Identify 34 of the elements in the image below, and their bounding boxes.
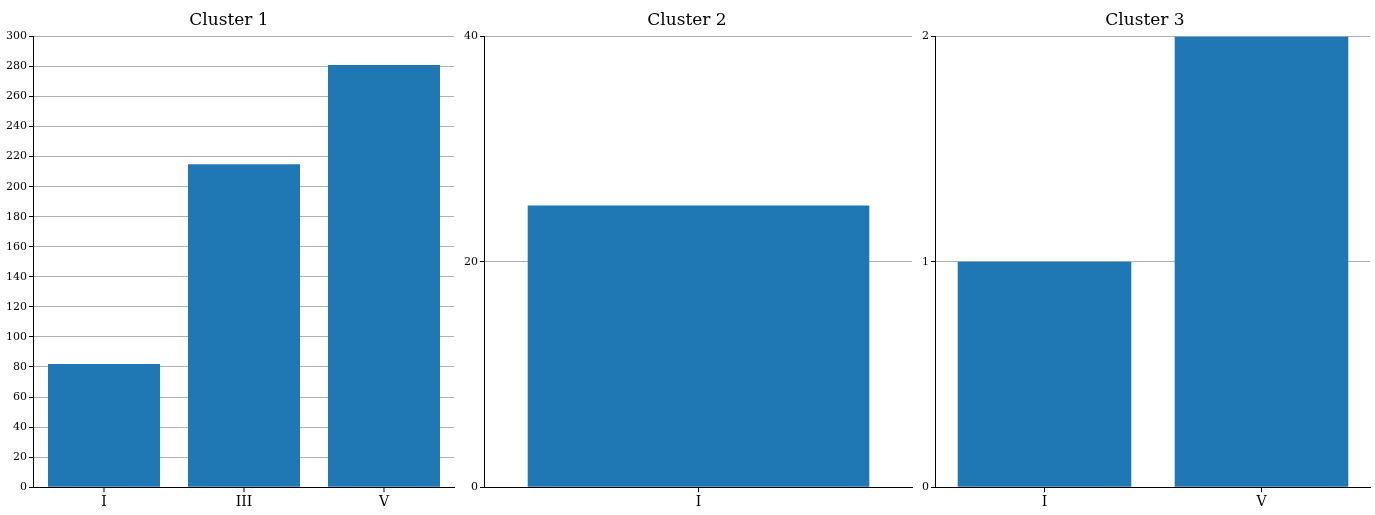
- x-tick-label: III: [235, 493, 253, 510]
- bar: [188, 164, 300, 487]
- y-tick-label: 200: [6, 179, 27, 193]
- y-tick-label: 40: [464, 29, 478, 43]
- x-tick-label: V: [1255, 493, 1268, 510]
- y-tick-label: 60: [13, 389, 27, 403]
- y-tick-label: 220: [6, 149, 27, 163]
- chart-title: Cluster 1: [189, 8, 269, 29]
- y-tick-label: 140: [6, 269, 27, 283]
- y-tick-label: 40: [13, 419, 27, 433]
- y-tick-label: 180: [6, 209, 27, 223]
- chart-title: Cluster 3: [1105, 8, 1185, 29]
- y-tick-label: 260: [6, 89, 27, 103]
- y-tick-label: 0: [471, 480, 478, 494]
- y-tick-label: 0: [922, 480, 929, 494]
- x-tick-label: I: [101, 493, 107, 510]
- y-tick-label: 160: [6, 239, 27, 253]
- x-tick-label: I: [1041, 493, 1048, 510]
- y-tick-label: 100: [6, 329, 27, 343]
- y-tick-label: 1: [922, 254, 929, 268]
- y-tick-label: 20: [13, 450, 27, 464]
- bar: [328, 64, 440, 487]
- y-tick-label: 2: [922, 29, 929, 43]
- bar: [48, 363, 160, 487]
- y-tick-label: 20: [464, 254, 478, 268]
- y-tick-label: 80: [13, 359, 27, 373]
- y-tick-label: 240: [6, 119, 27, 133]
- x-tick-label: I: [695, 493, 702, 510]
- y-tick-label: 280: [6, 59, 27, 73]
- y-tick-label: 0: [20, 480, 27, 494]
- y-tick-label: 300: [6, 29, 27, 43]
- chart-title: Cluster 2: [647, 8, 727, 29]
- x-tick-label: V: [377, 493, 390, 510]
- y-tick-label: 120: [6, 299, 27, 313]
